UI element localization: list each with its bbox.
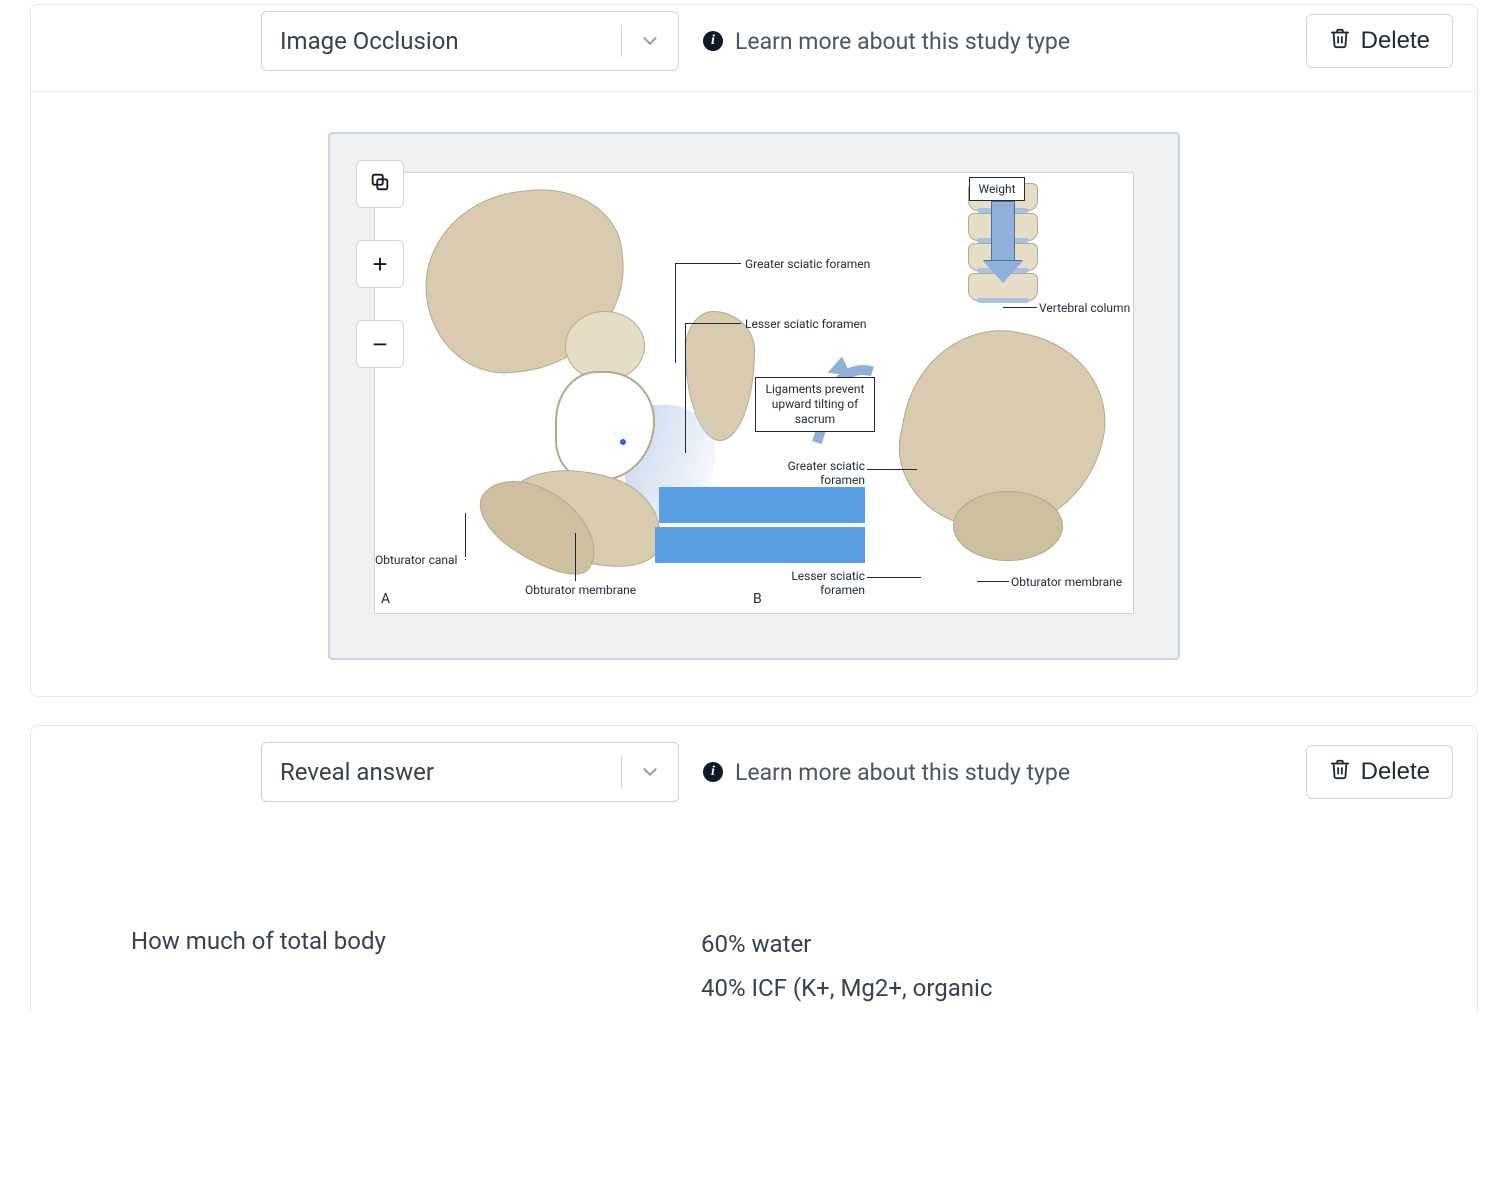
delete-label: Delete — [1361, 27, 1430, 55]
chevron-down-icon — [622, 30, 678, 52]
copy-icon — [369, 169, 391, 200]
ligaments-label-box: Ligaments prevent upward tilting of sacr… — [755, 377, 875, 432]
answer-line: 40% ICF (K+, Mg2+, organic — [701, 966, 1397, 1010]
question-line: How much of total body — [131, 922, 611, 960]
label-greater-sciatic-foramen-b: Greater sciatic foramen — [775, 459, 865, 487]
learn-more-link[interactable]: i Learn more about this study type — [703, 28, 1282, 55]
study-card-reveal-answer: Reveal answer i Learn more about this st… — [30, 725, 1478, 1011]
tool-stack: + − — [356, 160, 404, 368]
card-header: Reveal answer i Learn more about this st… — [31, 726, 1477, 822]
info-icon: i — [703, 31, 723, 51]
label-greater-sciatic-foramen: Greater sciatic foramen — [745, 257, 870, 271]
delete-label: Delete — [1361, 758, 1430, 786]
down-arrow — [983, 201, 1023, 283]
occlusion-rect[interactable] — [659, 487, 865, 523]
learn-more-link[interactable]: i Learn more about this study type — [703, 759, 1282, 786]
ischium-b-shape — [953, 491, 1063, 561]
answer-line: 60% water — [701, 922, 1397, 966]
dropdown-label: Image Occlusion — [262, 27, 621, 55]
zoom-in-button[interactable]: + — [356, 240, 404, 288]
copy-tool-button[interactable] — [356, 160, 404, 208]
occlusion-rect[interactable] — [655, 527, 865, 563]
trash-icon — [1329, 27, 1351, 56]
label-obturator-membrane: Obturator membrane — [525, 583, 636, 597]
dropdown-label: Reveal answer — [262, 758, 621, 786]
card-header: Image Occlusion i Learn more about this … — [31, 5, 1477, 91]
figure-label-a: A — [381, 591, 390, 607]
learn-more-text: Learn more about this study type — [735, 28, 1070, 55]
label-vertebral-column: Vertebral column — [1039, 301, 1130, 315]
question-text: How much of total body — [131, 922, 611, 1011]
occlusion-canvas[interactable]: + − — [328, 132, 1180, 660]
reveal-body: How much of total body 60% water 40% ICF… — [31, 822, 1477, 1011]
learn-more-text: Learn more about this study type — [735, 759, 1070, 786]
label-obturator-canal: Obturator canal — [375, 553, 457, 567]
delete-button[interactable]: Delete — [1306, 745, 1453, 799]
study-type-dropdown[interactable]: Image Occlusion — [261, 11, 679, 71]
info-icon: i — [703, 762, 723, 782]
weight-label-box: Weight — [969, 177, 1025, 201]
figure-label-b: B — [753, 591, 762, 607]
minus-icon: − — [372, 329, 387, 360]
marker-dot — [620, 439, 626, 445]
zoom-out-button[interactable]: − — [356, 320, 404, 368]
trash-icon — [1329, 758, 1351, 787]
card-body: + − — [31, 92, 1477, 696]
label-lesser-sciatic-foramen: Lesser sciatic foramen — [745, 317, 867, 331]
label-obturator-membrane-b: Obturator membrane — [1011, 575, 1122, 589]
plus-icon: + — [372, 249, 387, 280]
chevron-down-icon — [622, 761, 678, 783]
anatomy-image: Weight Ligaments prevent upward tilting … — [374, 172, 1134, 614]
delete-button[interactable]: Delete — [1306, 14, 1453, 68]
answer-text: 60% water 40% ICF (K+, Mg2+, organic — [701, 922, 1397, 1011]
study-type-dropdown[interactable]: Reveal answer — [261, 742, 679, 802]
label-lesser-sciatic-foramen-b: Lesser sciatic foramen — [775, 569, 865, 597]
study-card-image-occlusion: Image Occlusion i Learn more about this … — [30, 4, 1478, 697]
